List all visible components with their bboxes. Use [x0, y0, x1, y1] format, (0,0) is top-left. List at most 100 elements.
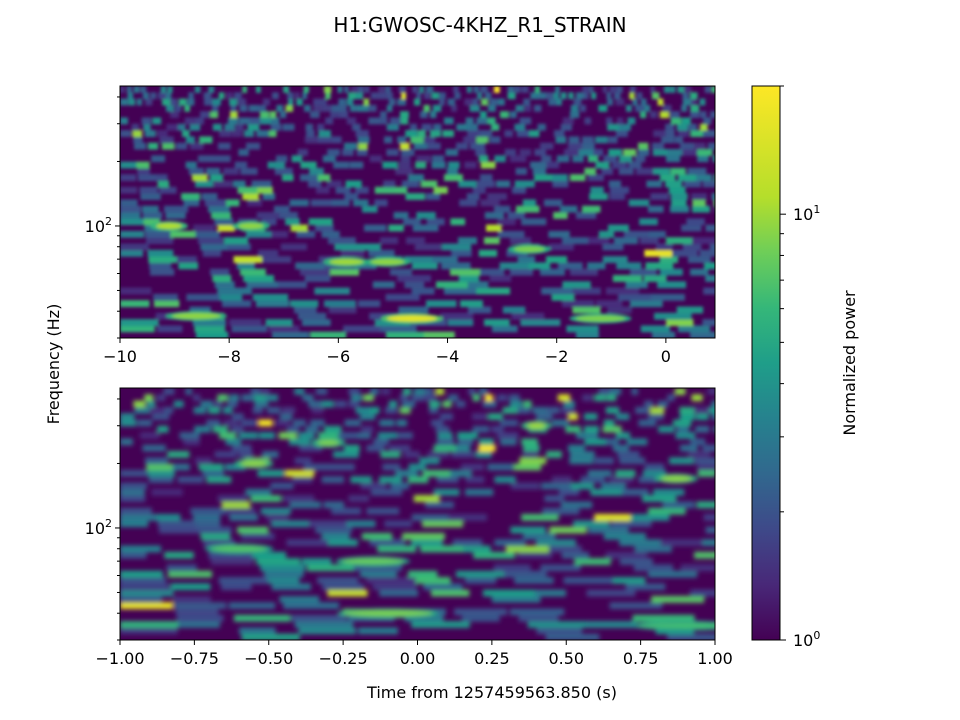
spectrogram-cell	[238, 451, 253, 458]
spectrogram-cell	[257, 186, 273, 194]
spectrogram-cell	[640, 111, 647, 119]
spectrogram-cell	[358, 432, 371, 439]
spectrogram-cell	[674, 388, 686, 395]
spectrogram-cell	[306, 130, 315, 137]
spectrogram-cell	[348, 388, 360, 395]
spectrogram-cell	[601, 482, 626, 490]
spectrogram-cell	[561, 406, 575, 414]
spectrogram-cell	[249, 117, 262, 125]
spectrogram-cell	[400, 111, 409, 119]
spectrogram-cell	[201, 193, 218, 200]
spectrogram-cell	[148, 476, 174, 484]
spectrogram-cell	[344, 419, 361, 427]
spectrogram-cell	[348, 92, 357, 100]
spectrogram-cell	[136, 98, 142, 106]
spectrogram-cell	[146, 463, 174, 471]
spectrogram-cell	[473, 86, 479, 93]
spectrogram-cell	[241, 419, 257, 427]
spectrogram-cell	[424, 92, 431, 100]
spectrogram-cell	[500, 419, 519, 427]
spectrogram-cell	[120, 174, 137, 182]
spectrogram-cell	[370, 488, 403, 496]
spectrogram-hotspot	[370, 258, 405, 265]
spectrogram-cell	[648, 413, 664, 421]
spectrogram-cell	[147, 469, 175, 477]
x-tick-label: 0.00	[400, 649, 436, 668]
spectrogram-hotspot	[386, 315, 438, 322]
spectrogram-cell	[534, 589, 566, 597]
spectrogram-cell	[289, 438, 311, 446]
colorbar-label: Normalized power	[840, 290, 859, 436]
spectrogram-cell	[479, 130, 493, 137]
spectrogram-cell	[264, 570, 304, 578]
spectrogram-cell	[684, 180, 702, 188]
spectrogram-cell	[120, 230, 145, 238]
spectrogram-cell	[412, 86, 418, 93]
spectrogram-cell	[189, 306, 211, 314]
spectrogram-cell	[694, 406, 710, 414]
spectrogram-cell	[271, 117, 280, 125]
spectrogram-cell	[441, 262, 471, 270]
spectrogram-cell	[313, 104, 324, 112]
spectrogram-cell	[267, 406, 281, 414]
spectrogram-cell	[682, 149, 698, 156]
spectrogram-cell	[361, 243, 381, 251]
spectrogram-cell	[120, 186, 138, 194]
spectrogram-cell	[398, 86, 406, 93]
spectrogram-hotspot	[210, 545, 268, 552]
spectrogram-cell	[521, 86, 529, 93]
spectrogram-cell	[192, 174, 208, 182]
spectrogram-cell	[546, 256, 568, 263]
spectrogram-cell	[245, 488, 271, 496]
spectrogram-cell	[540, 268, 565, 276]
spectrogram-cell	[665, 180, 682, 188]
spectrogram-cell	[147, 249, 174, 257]
spectrogram-cell	[576, 331, 599, 338]
spectrogram-cell	[256, 130, 269, 137]
spectrogram-cell	[584, 438, 608, 446]
spectrogram-cell	[386, 149, 399, 156]
spectrogram-cell	[504, 570, 547, 578]
spectrogram-cell	[241, 394, 254, 402]
spectrogram-cell	[286, 539, 332, 547]
spectrogram-cell	[461, 614, 500, 622]
spectrogram-cell	[321, 400, 334, 408]
spectrogram-cell	[317, 123, 325, 131]
spectrogram-cell	[146, 237, 174, 245]
spectrogram-cell	[252, 293, 289, 301]
spectrogram-cell	[331, 104, 342, 112]
spectrogram-cell	[576, 212, 597, 219]
spectrogram-cell	[386, 92, 393, 100]
spectrogram-cell	[412, 224, 439, 232]
spectrogram-cell	[573, 520, 610, 528]
spectrogram-cell	[168, 570, 212, 578]
spectrogram-cell	[346, 520, 376, 528]
spectrogram-cell	[621, 488, 649, 496]
spectrogram-cell	[606, 287, 640, 295]
spectrogram-cell	[457, 432, 478, 439]
spectrogram-cell	[261, 218, 277, 226]
spectrogram-cell	[186, 293, 220, 301]
spectrogram-cell	[290, 224, 308, 232]
spectrogram-cell	[594, 457, 614, 465]
spectrogram-cell	[332, 199, 350, 207]
spectrogram-cell	[606, 92, 612, 100]
spectrogram-cell	[190, 507, 229, 515]
spectrogram-cell	[231, 425, 244, 433]
spectrogram-cell	[316, 186, 330, 194]
spectrogram-cell	[480, 268, 505, 276]
spectrogram-cell	[120, 212, 141, 219]
spectrogram-cell	[120, 545, 161, 553]
spectrogram-cell	[484, 237, 500, 245]
spectrogram-cell	[432, 155, 445, 163]
spectrogram-cell	[612, 577, 646, 584]
spectrogram-cell	[236, 262, 255, 270]
spectrogram-hotspot	[156, 223, 183, 229]
spectrogram-cell	[703, 117, 712, 125]
spectrogram-cell	[476, 117, 487, 125]
spectrogram-cell	[548, 545, 582, 553]
spectrogram-cell	[198, 237, 224, 245]
spectrogram-cell	[583, 92, 589, 100]
spectrogram-cell	[428, 142, 441, 150]
spectrogram-cell	[642, 495, 677, 502]
